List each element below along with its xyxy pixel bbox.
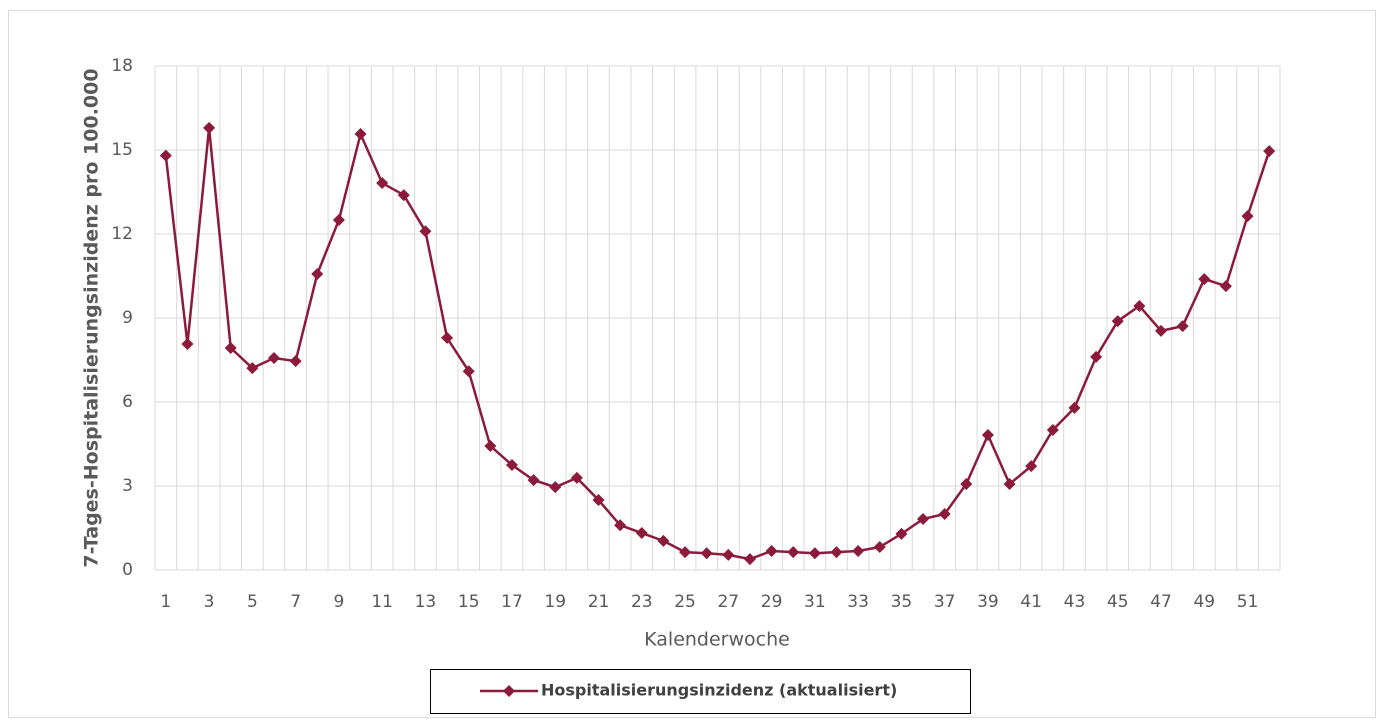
x-tick-label: 9 bbox=[333, 592, 344, 612]
data-point bbox=[938, 508, 951, 520]
data-point bbox=[830, 546, 843, 559]
data-point bbox=[1198, 273, 1211, 286]
y-tick-label: 18 bbox=[111, 56, 133, 76]
x-tick-label: 43 bbox=[1064, 592, 1086, 612]
legend-label: Hospitalisierungsinzidenz (aktualisiert) bbox=[541, 681, 897, 700]
x-tick-label: 23 bbox=[631, 592, 653, 612]
y-tick-label: 15 bbox=[111, 140, 133, 160]
x-tick-label: 27 bbox=[717, 592, 739, 612]
data-point bbox=[419, 225, 432, 238]
data-point bbox=[462, 365, 475, 378]
data-point bbox=[1241, 210, 1254, 223]
data-point bbox=[917, 513, 930, 526]
data-point bbox=[743, 553, 756, 566]
x-tick-label: 49 bbox=[1193, 592, 1215, 612]
series-line bbox=[164, 127, 1271, 561]
data-point bbox=[1068, 401, 1081, 414]
x-tick-label: 7 bbox=[290, 592, 301, 612]
data-point bbox=[722, 548, 735, 561]
data-point bbox=[181, 338, 194, 351]
x-tick-label: 41 bbox=[1020, 592, 1042, 612]
x-tick-label: 35 bbox=[891, 592, 913, 612]
y-tick-label: 0 bbox=[122, 560, 133, 580]
data-point bbox=[203, 121, 216, 134]
data-point bbox=[1046, 424, 1059, 436]
chart-frame bbox=[8, 10, 1376, 718]
data-point bbox=[700, 547, 713, 560]
data-point bbox=[1111, 315, 1124, 328]
data-point bbox=[614, 519, 627, 532]
data-point bbox=[981, 429, 994, 442]
grid bbox=[154, 65, 1281, 571]
data-point bbox=[1219, 280, 1232, 293]
x-tick-label: 33 bbox=[847, 592, 869, 612]
data-point bbox=[527, 474, 540, 487]
data-point bbox=[1003, 478, 1016, 491]
data-point bbox=[635, 527, 648, 540]
y-tick-label: 9 bbox=[122, 308, 133, 328]
data-point bbox=[679, 546, 692, 559]
x-tick-label: 31 bbox=[804, 592, 826, 612]
legend-marker bbox=[503, 685, 515, 697]
data-point bbox=[808, 547, 821, 560]
x-tick-label: 3 bbox=[204, 592, 215, 612]
data-point bbox=[570, 471, 583, 484]
x-tick-label: 47 bbox=[1150, 592, 1172, 612]
x-axis-title: Kalenderwoche bbox=[644, 629, 790, 651]
x-tick-label: 21 bbox=[588, 592, 610, 612]
x-tick-label: 51 bbox=[1237, 592, 1259, 612]
data-point bbox=[484, 439, 497, 452]
data-point bbox=[895, 527, 908, 540]
data-point bbox=[1090, 350, 1103, 363]
x-tick-label: 5 bbox=[247, 592, 258, 612]
data-point bbox=[246, 362, 259, 375]
data-point bbox=[549, 481, 562, 494]
data-point bbox=[765, 544, 778, 557]
data-point bbox=[1133, 299, 1146, 312]
data-point bbox=[159, 149, 172, 162]
x-tick-label: 29 bbox=[761, 592, 783, 612]
data-point bbox=[592, 494, 605, 506]
data-point bbox=[332, 214, 345, 226]
data-point bbox=[960, 478, 973, 491]
x-tick-label: 1 bbox=[160, 592, 171, 612]
y-tick-label: 12 bbox=[111, 224, 133, 244]
data-point bbox=[852, 544, 865, 557]
x-tick-label: 25 bbox=[674, 592, 696, 612]
data-point bbox=[376, 177, 389, 190]
y-axis-title: 7-Tages-Hospitalisierungsinzidenz pro 10… bbox=[81, 68, 103, 567]
data-point bbox=[873, 541, 886, 554]
data-point bbox=[657, 534, 670, 547]
x-tick-label: 39 bbox=[977, 592, 999, 612]
y-tick-label: 6 bbox=[122, 392, 133, 412]
x-tick-label: 45 bbox=[1107, 592, 1129, 612]
data-point bbox=[505, 459, 518, 471]
y-tick-label: 3 bbox=[122, 476, 133, 496]
x-tick-label: 17 bbox=[501, 592, 523, 612]
data-point bbox=[441, 331, 454, 344]
data-point bbox=[224, 341, 237, 354]
data-point bbox=[354, 128, 367, 141]
data-point bbox=[1263, 145, 1276, 158]
data-point bbox=[267, 352, 280, 365]
x-tick-label: 37 bbox=[934, 592, 956, 612]
data-point bbox=[1155, 324, 1168, 337]
x-tick-label: 11 bbox=[371, 592, 393, 612]
data-point bbox=[397, 189, 410, 202]
data-point bbox=[289, 355, 302, 368]
data-point bbox=[311, 268, 324, 281]
x-tick-label: 15 bbox=[458, 592, 480, 612]
data-point bbox=[1176, 320, 1189, 333]
data-point bbox=[1025, 460, 1038, 473]
x-tick-label: 13 bbox=[415, 592, 437, 612]
x-tick-label: 19 bbox=[544, 592, 566, 612]
data-point bbox=[787, 546, 800, 559]
